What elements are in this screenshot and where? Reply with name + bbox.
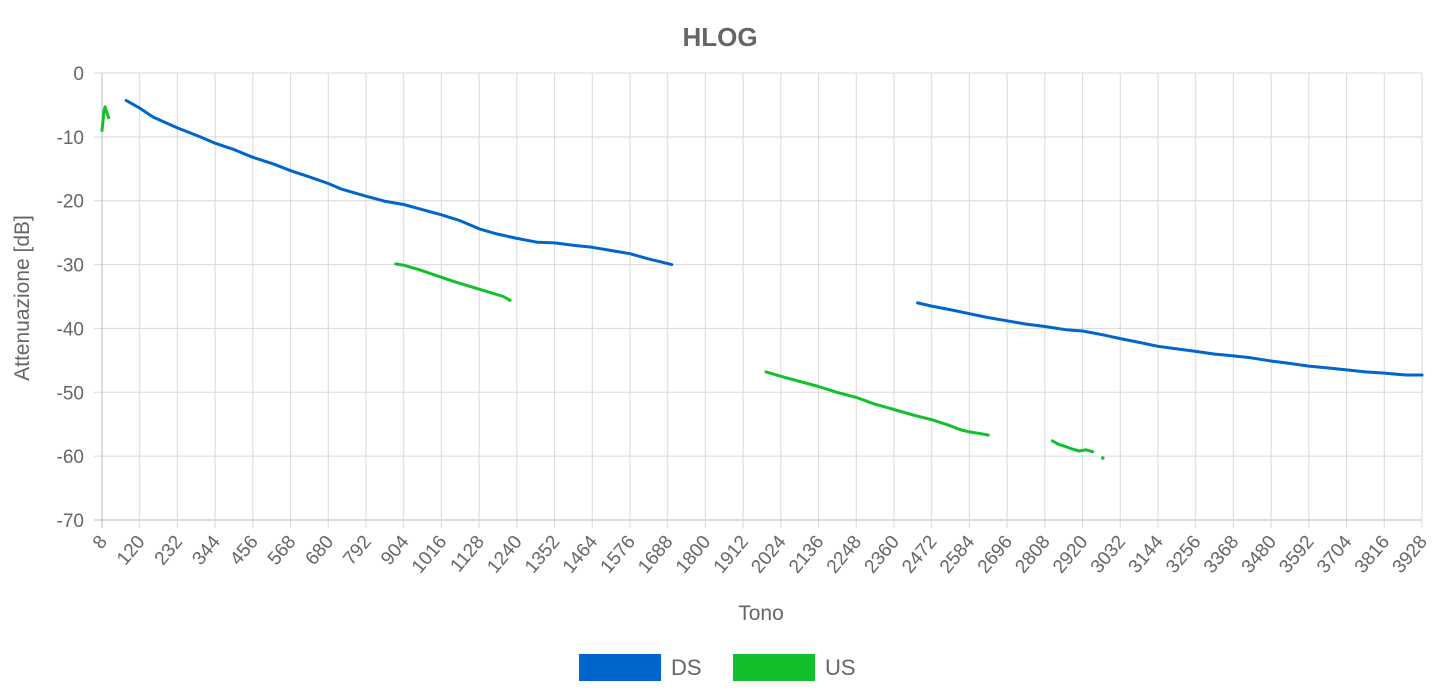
y-tick-label: -70 <box>57 511 84 532</box>
x-tick-label: 568 <box>264 532 300 570</box>
legend-label-ds: DS <box>671 655 702 680</box>
series-us-line <box>1050 439 1095 454</box>
x-tick-label: 1016 <box>408 532 451 578</box>
x-tick-label: 232 <box>151 532 187 570</box>
plot-area <box>100 99 1424 460</box>
legend-swatch-ds <box>579 654 661 681</box>
x-tick-label: 1800 <box>672 532 715 578</box>
legend: DS US <box>579 654 856 681</box>
grid <box>94 72 1423 528</box>
series-us-line <box>394 262 512 302</box>
y-tick-label: -30 <box>57 256 84 277</box>
x-tick-label: 1912 <box>710 532 753 578</box>
x-tick-label: 456 <box>226 532 262 570</box>
x-tick-label: 680 <box>302 532 338 570</box>
x-tick-label: 3368 <box>1200 532 1243 578</box>
x-axis-label: Tono <box>738 602 784 625</box>
x-axis-ticks: 8 120 232 344 456 568 680 792 904101611281240135… <box>89 531 1432 577</box>
y-axis-label: Attenuazione [dB] <box>11 215 34 381</box>
x-tick-label: 3704 <box>1313 531 1357 577</box>
x-tick-label: 2920 <box>1049 532 1092 578</box>
x-tick-label: 2472 <box>898 532 941 578</box>
legend-swatch-us <box>733 654 815 681</box>
x-tick-label: 120 <box>113 532 149 570</box>
x-tick-label: 2136 <box>785 532 828 578</box>
x-tick-label: 8 <box>89 532 112 554</box>
x-tick-label: 1128 <box>447 532 489 577</box>
x-tick-label: 2696 <box>974 532 1017 578</box>
x-tick-label: 344 <box>189 531 226 569</box>
series-us <box>100 105 1105 460</box>
series-ds-line <box>916 301 1424 377</box>
series-ds <box>124 99 1424 377</box>
x-tick-label: 2024 <box>747 531 791 577</box>
series-us-line <box>100 105 111 132</box>
y-tick-label: -10 <box>57 128 84 149</box>
x-tick-label: 3928 <box>1389 532 1432 578</box>
chart-title: HLOG <box>682 22 757 52</box>
x-tick-label: 3592 <box>1275 532 1318 578</box>
y-tick-label: -20 <box>57 192 84 213</box>
x-tick-label: 2248 <box>823 532 866 578</box>
x-tick-label: 3816 <box>1351 532 1394 578</box>
y-tick-label: -40 <box>57 319 84 340</box>
legend-label-us: US <box>825 655 856 680</box>
x-tick-label: 2808 <box>1011 532 1054 578</box>
series-us-point <box>1100 456 1105 460</box>
x-tick-label: 1240 <box>483 532 526 578</box>
x-tick-label: 1464 <box>559 531 603 577</box>
x-tick-label: 3144 <box>1125 531 1169 577</box>
x-tick-label: 1576 <box>597 532 640 578</box>
x-tick-label: 3256 <box>1162 532 1205 578</box>
x-tick-label: 1352 <box>521 532 564 578</box>
x-tick-label: 3480 <box>1238 532 1281 578</box>
y-axis-ticks: 0 -10 -20 -30 -40 -50 -60 -70 <box>57 64 84 532</box>
y-tick-label: 0 <box>73 64 84 85</box>
y-tick-label: -60 <box>57 447 84 468</box>
x-tick-label: 2584 <box>936 531 980 577</box>
x-tick-label: 1688 <box>634 532 677 578</box>
y-tick-label: -50 <box>57 383 84 404</box>
x-tick-label: 3032 <box>1087 532 1130 578</box>
series-ds-line <box>124 99 674 267</box>
x-tick-label: 792 <box>339 532 375 570</box>
series-us-line <box>764 370 990 437</box>
x-tick-label: 2360 <box>861 532 904 578</box>
